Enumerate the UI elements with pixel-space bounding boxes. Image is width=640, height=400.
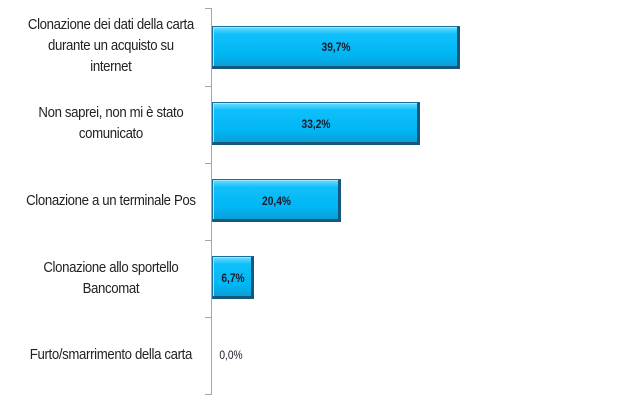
category-label-online-cloning: Clonazione dei dati della carta durante … <box>24 14 198 77</box>
axis-tick <box>205 240 211 241</box>
label-line: Clonazione dei dati della carta <box>27 16 194 33</box>
value-label: 6,7% <box>221 271 245 285</box>
value-label: 20,4% <box>262 194 291 208</box>
label-line: durante un acquisto su <box>47 37 174 54</box>
bar-pos-cloning <box>212 179 341 222</box>
label-line: Clonazione a un terminale Pos <box>26 192 196 209</box>
value-label: 39,7% <box>321 40 351 54</box>
value-label-zero: 0,0% <box>219 348 243 362</box>
label-line: comunicato <box>78 125 143 142</box>
label-line: Furto/smarrimento della carta <box>29 346 193 363</box>
axis-tick <box>205 394 211 395</box>
category-label-pos-cloning: Clonazione a un terminale Pos <box>24 190 198 211</box>
category-label-theft-loss: Furto/smarrimento della carta <box>24 344 198 365</box>
value-label: 33,2% <box>301 117 331 131</box>
category-label-unknown: Non saprei, non mi è stato comunicato <box>24 102 198 144</box>
label-line: Non saprei, non mi è stato <box>38 104 184 121</box>
axis-tick <box>205 86 211 87</box>
label-line: Clonazione allo sportello <box>43 259 179 276</box>
label-line: internet <box>90 58 132 75</box>
category-axis <box>211 8 212 395</box>
axis-tick <box>205 8 211 9</box>
axis-tick <box>205 317 211 318</box>
label-line: Bancomat <box>82 280 140 297</box>
axis-tick <box>205 163 211 164</box>
bar-online-cloning <box>212 26 460 69</box>
bar-unknown <box>212 102 420 145</box>
category-label-atm-cloning: Clonazione allo sportello Bancomat <box>24 257 198 299</box>
bar-atm-cloning <box>212 256 254 299</box>
